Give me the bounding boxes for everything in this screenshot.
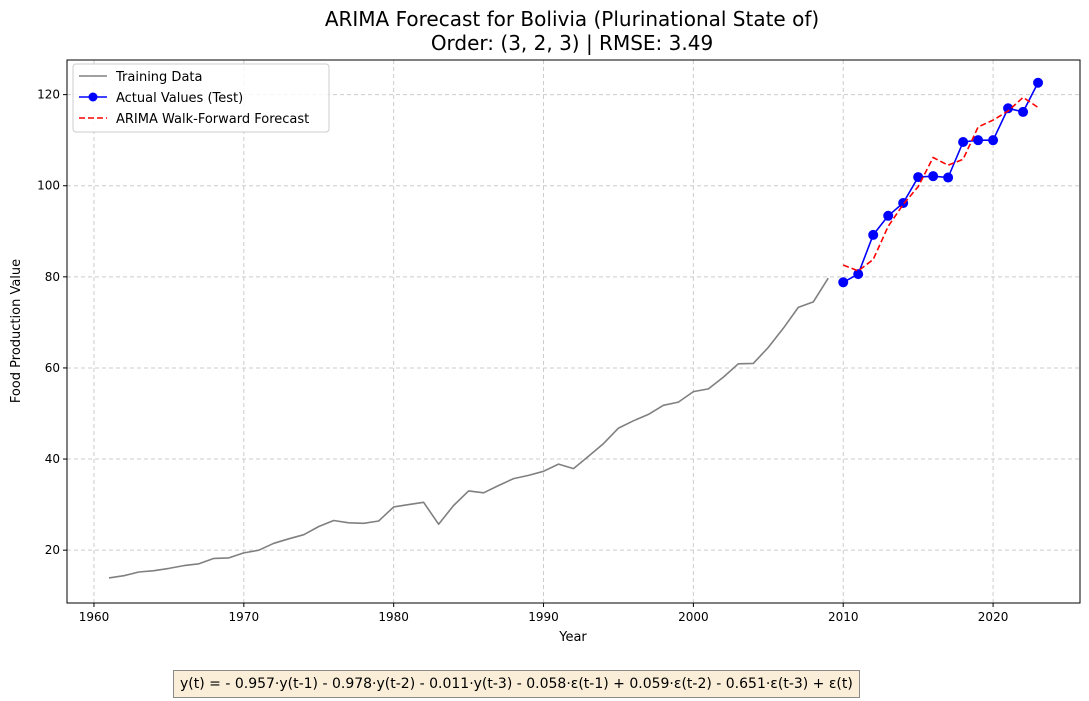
chart-title-line1: ARIMA Forecast for Bolivia (Plurinationa… (325, 7, 819, 31)
y-tick-label: 60 (45, 361, 60, 375)
data-point (928, 171, 939, 182)
data-point (988, 135, 999, 146)
legend-label: Training Data (115, 70, 202, 85)
legend-marker (88, 92, 98, 102)
data-point (943, 172, 954, 183)
data-point (883, 210, 894, 221)
chart-title-line2: Order: (3, 2, 3) | RMSE: 3.49 (431, 31, 713, 55)
data-point (853, 269, 864, 280)
y-tick-label: 20 (45, 543, 60, 557)
x-tick-label: 1970 (229, 610, 260, 624)
x-tick-label: 1960 (79, 610, 110, 624)
data-point (868, 229, 879, 240)
plot-series (108, 77, 1044, 579)
data-point (1033, 77, 1044, 88)
x-tick-label: 2010 (828, 610, 859, 624)
series-line-training-data (108, 277, 829, 579)
axis-ticks: 1960 1970 1980 1990 2000 2010 2020204060801001… (37, 88, 1008, 624)
legend-label: Actual Values (Test) (116, 91, 243, 106)
x-tick-label: 2000 (678, 610, 709, 624)
data-point (973, 135, 984, 146)
y-tick-label: 40 (45, 452, 60, 466)
legend-label: ARIMA Walk-Forward Forecast (116, 112, 309, 127)
y-axis-label: Food Production Value (9, 259, 24, 403)
series-line-arima-walk-forward-forecast (842, 96, 1039, 272)
y-tick-label: 120 (37, 88, 60, 102)
x-tick-label: 1990 (528, 610, 559, 624)
plot-frame (66, 59, 1081, 604)
data-point (838, 277, 849, 288)
x-tick-label: 2020 (978, 610, 1009, 624)
grid (67, 60, 1080, 603)
equation-box: y(t) = - 0.957·y(t-1) - 0.978·y(t-2) - 0… (173, 670, 860, 698)
y-tick-label: 80 (45, 270, 60, 284)
data-point (958, 136, 969, 147)
x-axis-label: Year (558, 630, 587, 645)
legend-box (72, 63, 330, 133)
data-point (1018, 106, 1029, 117)
legend: Training Data Actual Values (Test) ARIMA W… (72, 63, 330, 133)
data-point (1003, 103, 1014, 114)
x-tick-label: 1980 (378, 610, 409, 624)
y-tick-label: 100 (37, 179, 60, 193)
